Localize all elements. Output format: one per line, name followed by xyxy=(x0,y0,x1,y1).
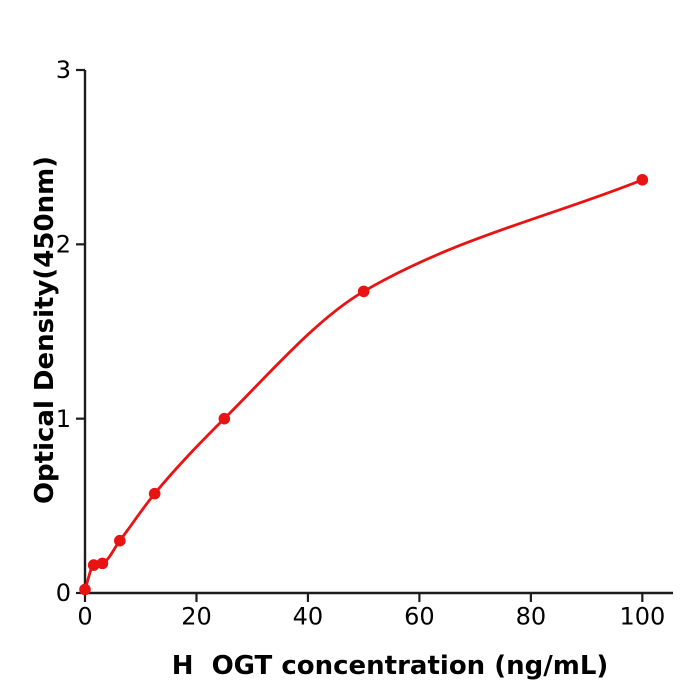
y-axis-title: Optical Density(450nm) xyxy=(30,155,60,505)
x-tick-label: 80 xyxy=(516,603,547,631)
data-point xyxy=(148,487,161,500)
x-tick-label: 0 xyxy=(77,603,92,631)
y-tick-label: 0 xyxy=(56,579,71,607)
data-point xyxy=(218,412,231,425)
data-point xyxy=(357,285,370,298)
data-point xyxy=(87,559,100,571)
data-point xyxy=(79,583,91,596)
y-tick-label: 1 xyxy=(56,405,71,433)
y-tick-label: 2 xyxy=(56,230,71,258)
data-point xyxy=(96,557,109,570)
fit-curve xyxy=(83,178,644,591)
data-point xyxy=(636,174,649,186)
x-tick-label: 100 xyxy=(619,603,665,631)
x-tick-label: 40 xyxy=(293,603,324,631)
data-point xyxy=(114,534,126,547)
x-axis-title: H OGT concentration (ng/mL) xyxy=(171,651,609,681)
y-tick-label: 3 xyxy=(56,56,71,84)
x-tick-label: 60 xyxy=(404,603,435,631)
x-tick-label: 20 xyxy=(181,603,212,631)
